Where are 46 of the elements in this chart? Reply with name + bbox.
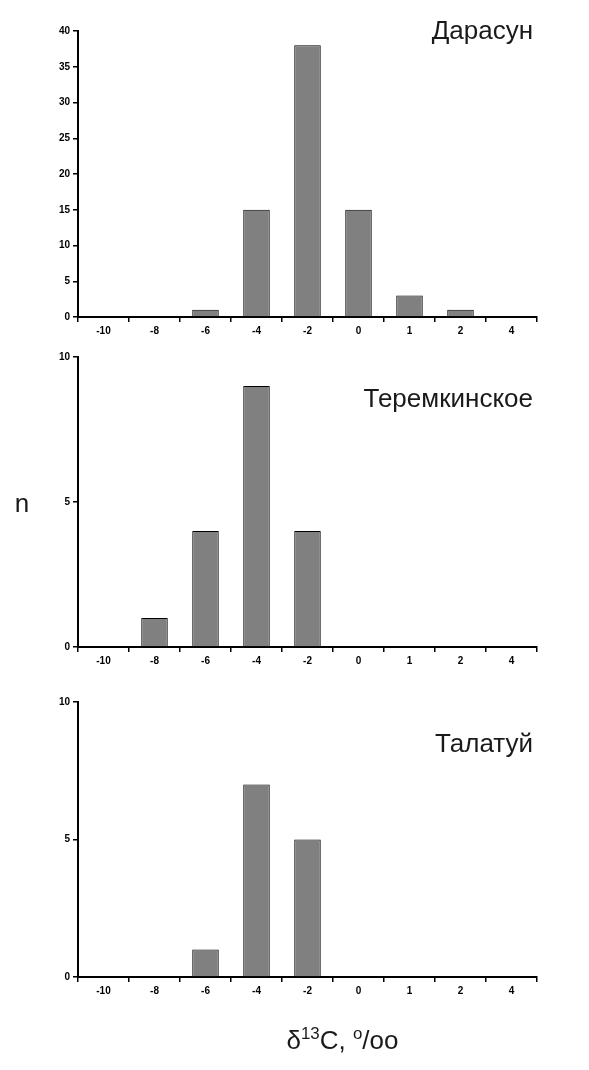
x-tick-label: 0 [355,654,362,666]
x-tick-label: 2 [457,324,464,336]
x-tick-label: 2 [457,984,464,996]
x-tick-label: -2 [303,984,313,996]
chart-title: Дарасун [431,15,534,45]
text: Теремкинское [363,383,534,413]
x-tick-label: 0 [355,324,362,336]
y-tick-label: 5 [64,275,71,286]
y-tick-label: 0 [64,640,71,652]
y-tick-label: 10 [58,350,71,362]
text: Талатуй [435,728,534,758]
x-tick-label: -10 [96,324,112,336]
x-tick-label: -8 [150,654,160,666]
x-tick-label: 1 [406,984,413,996]
y-tick-label: 10 [58,695,71,707]
y-tick-label: 30 [58,96,71,108]
x-tick-label: 4 [508,984,515,996]
x-tick-label: 1 [406,324,413,336]
x-tick-label: -6 [201,654,211,666]
x-tick-label: 4 [508,324,515,336]
x-tick-label: -2 [303,324,313,336]
x-tick-label: -2 [303,654,313,666]
y-tick-label: 10 [58,239,71,251]
x-tick-label: 0 [355,984,362,996]
y-tick-label: 35 [58,60,71,72]
x-tick-label: 4 [508,654,515,666]
x-tick-label: 1 [406,654,413,666]
x-tick-label: -4 [252,654,262,666]
y-tick-label: 0 [64,310,71,322]
y-tick-label: 20 [58,167,71,179]
x-tick-label: -8 [150,984,160,996]
x-tick-label: -4 [252,984,262,996]
y-tick-label: 0 [64,970,71,982]
y-axis-title: n [14,488,30,518]
y-tick-label: 15 [58,203,71,215]
x-tick-label: -8 [150,324,160,336]
y-tick-label: 5 [64,833,71,845]
x-tick-label: -10 [96,984,112,996]
x-tick-label: -6 [201,324,211,336]
x-tick-label: -4 [252,324,262,336]
y-tick-label: 40 [58,24,71,36]
x-tick-label: 2 [457,654,464,666]
y-tick-label: 5 [64,495,71,507]
x-tick-label: -10 [96,654,112,666]
x-tick-label: -6 [201,984,211,996]
y-tick-label: 25 [58,132,71,143]
